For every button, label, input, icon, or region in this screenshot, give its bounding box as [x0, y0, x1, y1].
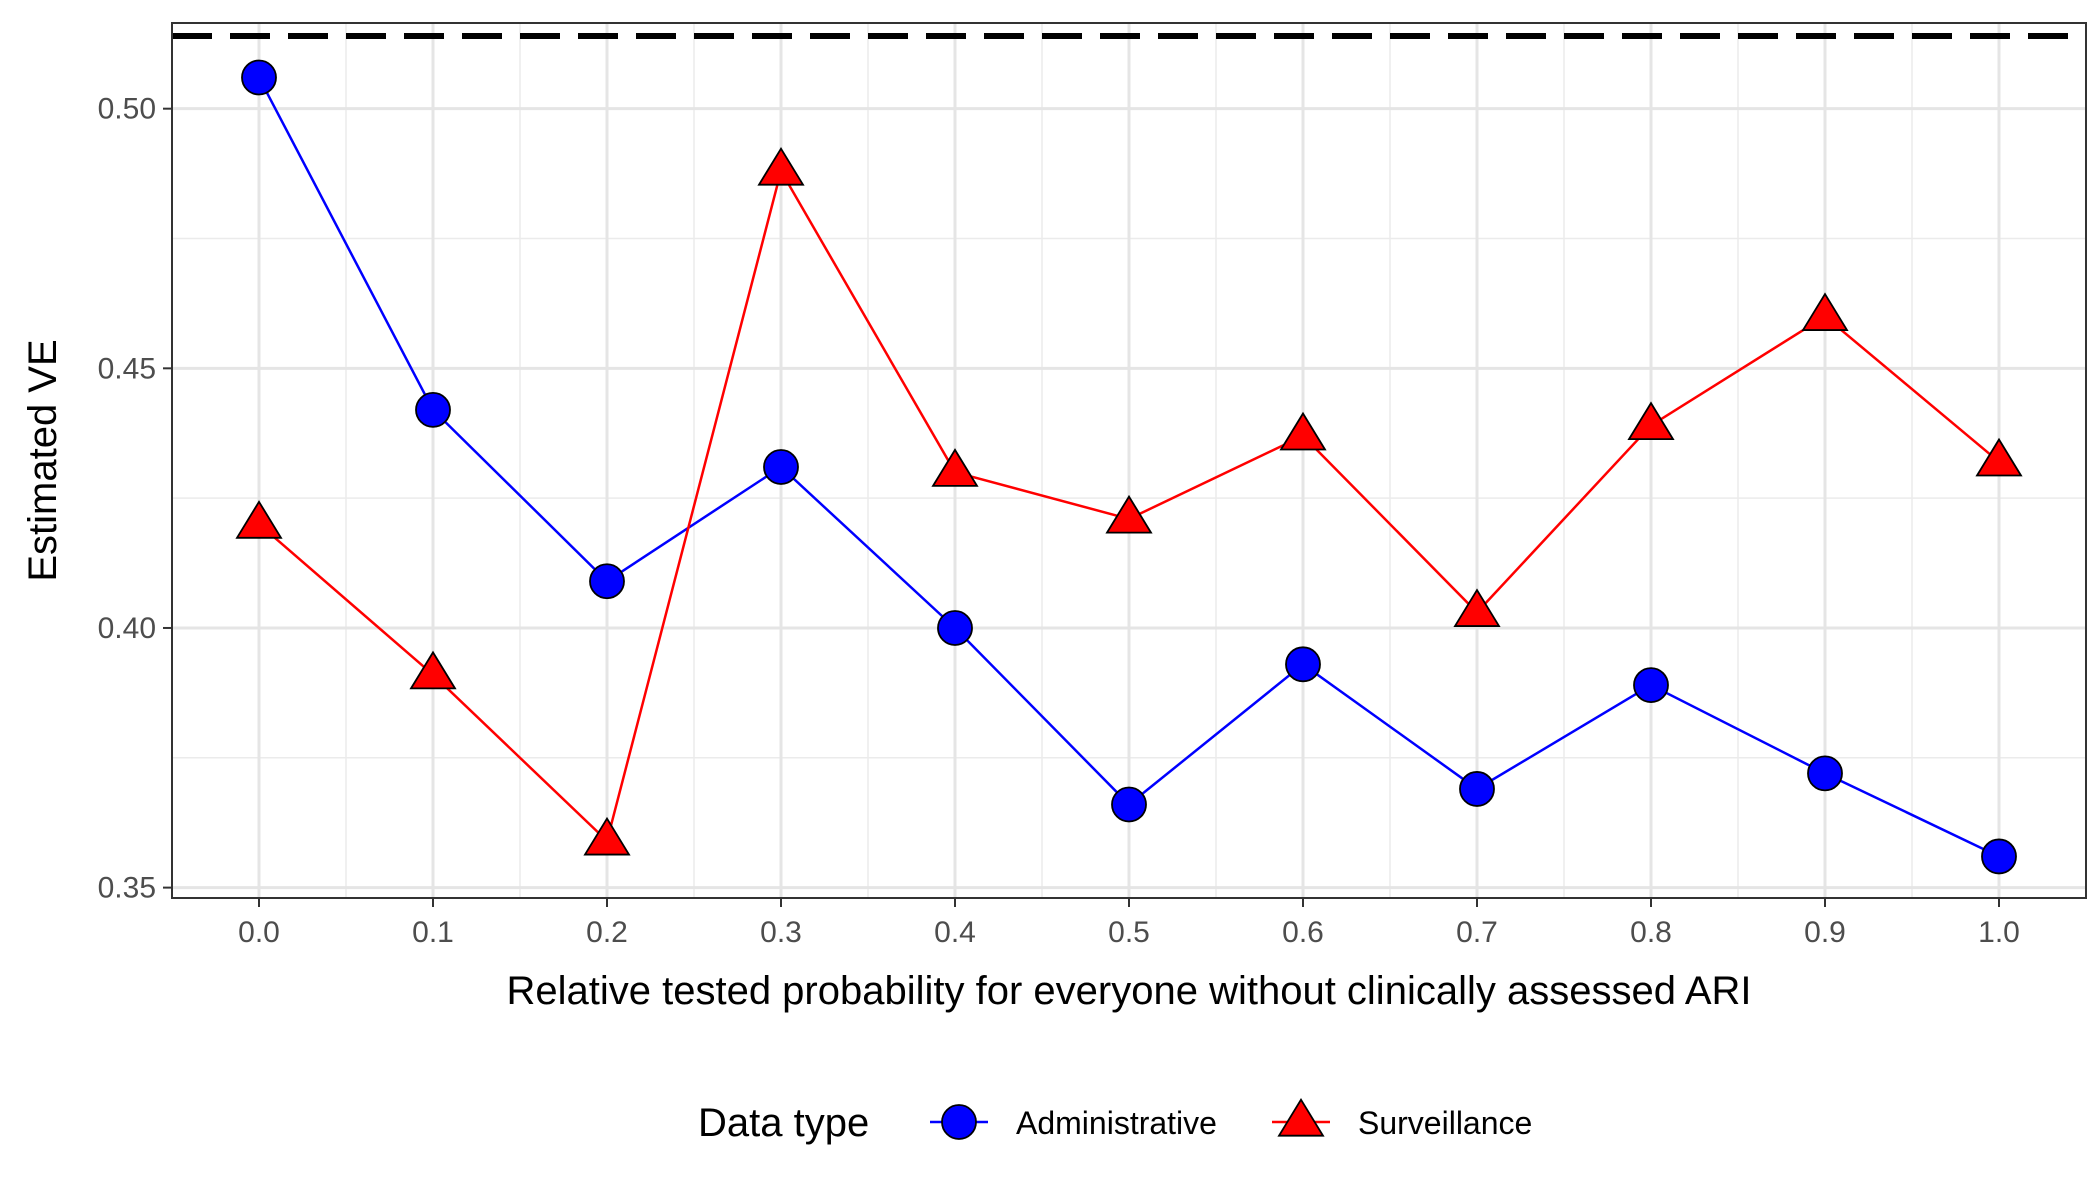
administrative-point: [763, 449, 799, 485]
x-tick-label: 0.6: [1282, 916, 1324, 949]
x-tick-label: 0.2: [586, 916, 628, 949]
x-tick-label: 0.1: [412, 916, 454, 949]
surveillance-point: [931, 448, 979, 487]
administrative-point: [1111, 786, 1147, 823]
x-tick-label: 0.3: [760, 916, 802, 949]
series-layer: [235, 59, 2023, 875]
administrative-point: [589, 563, 625, 600]
surveillance-point: [235, 500, 283, 539]
x-tick-label: 0.0: [238, 916, 280, 949]
administrative-point: [1633, 667, 1669, 703]
y-tick-label: 0.40: [98, 612, 156, 645]
x-tick-label: 0.4: [934, 916, 976, 949]
surveillance-point: [583, 816, 631, 856]
x-axis-title: Relative tested probability for everyone…: [506, 969, 1751, 1013]
surveillance-legend-label: Surveillance: [1358, 1105, 1532, 1141]
x-tick-label: 1.0: [1978, 916, 2020, 949]
administrative-point: [1981, 838, 2017, 875]
administrative-point: [1459, 771, 1495, 807]
legend-title: Data type: [698, 1101, 869, 1145]
administrative-legend-marker: [941, 1104, 977, 1140]
y-tick-label: 0.45: [98, 352, 156, 385]
administrative-point: [1285, 646, 1321, 683]
surveillance-point: [1453, 588, 1501, 627]
legend: Data type Administrative Surveillance: [698, 1097, 1532, 1145]
x-tick-label: 0.5: [1108, 916, 1150, 949]
surveillance-point: [757, 146, 805, 186]
x-tick-label: 0.7: [1456, 916, 1498, 949]
axes: 0.35 0.40 0.45 0.50 0.0 0.1 0.2 0.3 0.4 0.5 0.6 0.7…: [98, 93, 2020, 949]
surveillance-point: [409, 650, 457, 690]
y-axis-title: Estimated VE: [21, 339, 65, 581]
y-tick-label: 0.35: [98, 872, 156, 905]
surveillance-point: [1627, 401, 1675, 441]
administrative-point: [937, 610, 973, 646]
administrative-point: [1807, 755, 1843, 792]
x-tick-label: 0.9: [1804, 916, 1846, 949]
grid: [172, 23, 2086, 898]
y-tick-label: 0.50: [98, 93, 156, 126]
surveillance-point: [1279, 411, 1327, 451]
surveillance-point: [1975, 437, 2023, 477]
surveillance-point: [1105, 494, 1153, 534]
surveillance-legend-marker: [1277, 1097, 1325, 1137]
administrative-legend-label: Administrative: [1016, 1105, 1217, 1141]
administrative-point: [241, 59, 277, 96]
surveillance-point: [1801, 292, 1849, 331]
administrative-point: [415, 391, 451, 428]
x-tick-label: 0.8: [1630, 916, 1672, 949]
